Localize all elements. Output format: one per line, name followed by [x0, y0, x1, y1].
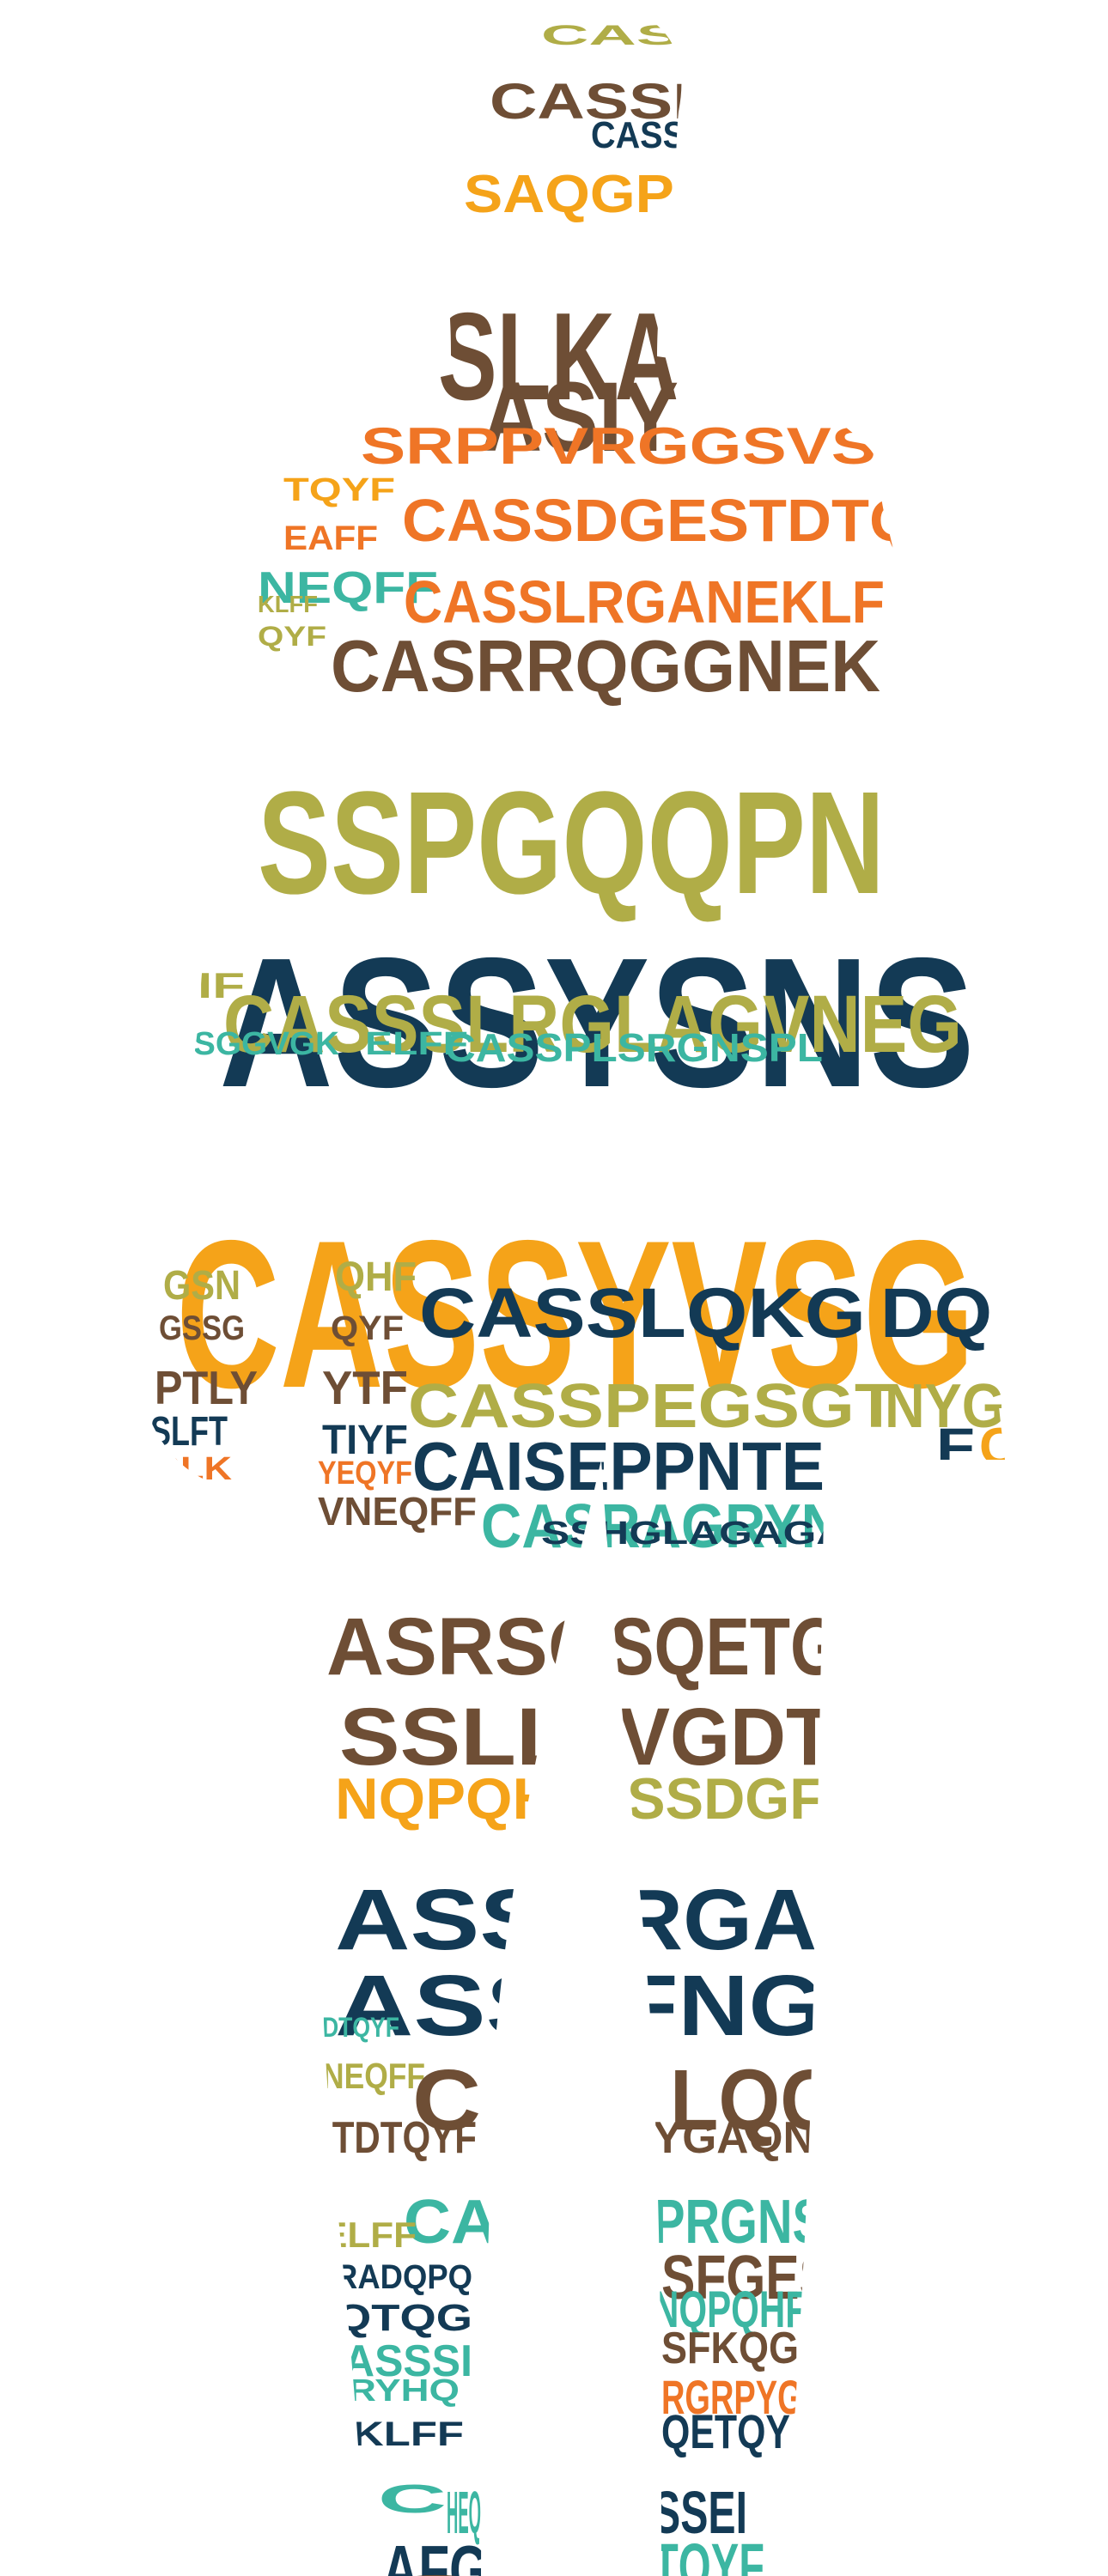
word-5: ASIY [481, 362, 679, 472]
word-34: TIYF [322, 1418, 408, 1463]
word-63: ELFF [322, 2215, 417, 2255]
word-21: CASSPLSRGNSPL [445, 1025, 823, 1070]
word-39: YEQYF [318, 1455, 412, 1492]
word-57: C [412, 2052, 481, 2148]
word-24: QHF [335, 1255, 417, 1300]
word-51: ASSY [335, 1872, 618, 1968]
word-46: SQETG [610, 1601, 842, 1692]
word-3: SAQGPS [464, 165, 713, 224]
word-45: ASRSG [326, 1601, 610, 1692]
word-30: YTF [322, 1361, 408, 1414]
word-35: CAISEPPNTE [412, 1428, 825, 1504]
word-1: CASSL [490, 74, 713, 130]
word-49: NQPQHF [335, 1766, 593, 1832]
word-14: CASRRQGGNEK [331, 626, 880, 708]
word-group: CASSLCASSLCASSSAQGPSSLKAASIYSRPPVRGGSVST… [150, 20, 1018, 2576]
word-6: SRPPVRGGSVS [361, 417, 876, 475]
word-55: DTQYF [322, 2012, 399, 2043]
word-26: DQ [880, 1274, 992, 1352]
word-67: QTQG [335, 2297, 472, 2339]
word-72: QETQY [661, 2404, 790, 2458]
word-78: TQYF [653, 2530, 764, 2576]
word-68: SFKQG [661, 2324, 799, 2373]
word-28: QYF [331, 1309, 404, 1347]
word-8: CASSDGESTDTQ [402, 487, 917, 554]
word-56: NEQFF [322, 2056, 425, 2096]
word-31: CASSPEGSGT [408, 1372, 898, 1441]
word-37: C [979, 1418, 1018, 1475]
word-4: SLKA [438, 287, 679, 426]
word-13: QYF [258, 621, 326, 652]
word-43: FF [936, 1486, 1014, 1544]
word-33: SLFT [150, 1409, 228, 1455]
word-73: KLFF [352, 2415, 464, 2453]
word-12: KLFF [258, 591, 318, 617]
word-74: C [378, 2476, 447, 2521]
word-59: ITDTQYF [322, 2113, 477, 2163]
word-29: PTLY [155, 1361, 258, 1414]
word-81: TQYF [653, 2574, 739, 2576]
word-20: ELFF [365, 1026, 468, 1062]
word-40: GS [155, 1485, 232, 1529]
word-65: RADQPQ [335, 2258, 472, 2296]
word-18: CASSSLRGLAGVNEG [223, 979, 962, 1070]
word-76: SSEI [653, 2479, 747, 2546]
word-2: CASS [591, 114, 685, 156]
word-10: NEQFF [258, 563, 438, 613]
word-25: CASSLQKG [419, 1274, 866, 1352]
word-15: SSPGQQPN [258, 762, 885, 925]
word-0: CASSL [541, 20, 764, 51]
word-7: TQYF [283, 472, 395, 508]
word-27: GSSG [159, 1309, 245, 1347]
word-38: SLK [155, 1451, 233, 1487]
word-17: IF [198, 965, 245, 1005]
word-54: FNG [618, 1958, 825, 2054]
word-16: ASSYSNS [219, 919, 975, 1126]
word-52: RGAI [618, 1872, 842, 1968]
word-79: C [387, 2567, 481, 2576]
word-62: PRGNS [653, 2188, 825, 2257]
word-80: PQ [464, 2574, 498, 2576]
word-36: F [936, 1418, 975, 1475]
word-75: HEQ [447, 2479, 481, 2546]
word-60: YGAQNT [653, 2113, 842, 2163]
word-71: RYHQ [348, 2372, 460, 2408]
word-42: CASRAGRYN [481, 1492, 842, 1561]
word-66: NQPQHF [653, 2281, 807, 2338]
word-41: VNEQFF [318, 1489, 477, 1534]
word-23: GSN [163, 1263, 240, 1309]
word-9: EAFF [283, 519, 378, 557]
word-11: CASSLRGANEKLF [404, 568, 885, 635]
word-32: NYG [885, 1372, 1005, 1441]
word-19: SGGVGK [193, 1026, 340, 1062]
word-50: SSDGF [627, 1766, 825, 1832]
word-44: SSHGLAGAGAI [541, 1516, 859, 1552]
word-69: ASSSI [344, 2336, 472, 2386]
word-48: VGDT [618, 1692, 833, 1783]
word-61: CA [404, 2188, 498, 2257]
